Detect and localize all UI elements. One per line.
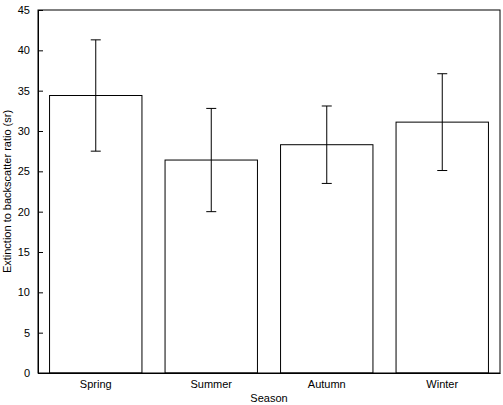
error-bar <box>206 108 216 211</box>
y-tick-mark <box>38 131 43 132</box>
y-tick: 25 <box>18 165 43 177</box>
y-tick-mark <box>38 171 43 172</box>
y-tick-mark <box>38 333 43 334</box>
error-stem <box>326 106 327 183</box>
y-tick-label: 30 <box>18 125 30 137</box>
y-tick-label: 35 <box>18 85 30 97</box>
error-cap <box>437 73 447 74</box>
y-tick: 30 <box>18 125 43 137</box>
error-stem <box>211 108 212 211</box>
x-tick: Autumn <box>308 373 346 390</box>
x-axis-line <box>39 373 501 374</box>
y-tick-mark <box>38 50 43 51</box>
y-tick-label: 45 <box>18 4 30 16</box>
y-tick: 10 <box>18 286 43 298</box>
y-tick-label: 20 <box>18 206 30 218</box>
y-tick: 15 <box>18 246 43 258</box>
error-cap <box>322 105 332 106</box>
x-axis-title: Season <box>250 392 287 404</box>
error-cap <box>206 211 216 212</box>
error-cap <box>91 151 101 152</box>
y-axis-line <box>38 11 39 374</box>
x-tick: Summer <box>190 373 232 390</box>
y-tick: 5 <box>24 327 43 339</box>
chart: 0 5 10 15 20 25 30 35 40 45 Spring Summer Autumn Wint… <box>0 0 503 405</box>
y-tick-mark <box>38 91 43 92</box>
error-stem <box>442 74 443 171</box>
y-tick: 35 <box>18 85 43 97</box>
y-tick: 45 <box>18 4 43 16</box>
y-axis-title: Extinction to backscatter ratio (sr) <box>1 110 13 273</box>
x-tick: Spring <box>80 373 112 390</box>
y-tick-label: 40 <box>18 44 30 56</box>
error-cap <box>437 170 447 171</box>
y-tick-label: 15 <box>18 246 30 258</box>
error-bar <box>437 74 447 171</box>
x-axis: Spring Summer Autumn Winter <box>39 373 501 390</box>
error-bar <box>91 40 101 151</box>
x-tick-label: Autumn <box>308 378 346 390</box>
y-tick-mark <box>38 10 43 11</box>
marks <box>50 40 489 373</box>
error-stem <box>95 40 96 151</box>
error-cap <box>322 183 332 184</box>
y-tick-mark <box>38 292 43 293</box>
y-tick-mark <box>38 212 43 213</box>
x-tick-label: Winter <box>426 378 458 390</box>
y-tick-label: 25 <box>18 165 30 177</box>
y-tick-label: 0 <box>24 367 30 379</box>
y-tick-label: 5 <box>24 327 30 339</box>
x-tick: Winter <box>426 373 458 390</box>
frame <box>38 10 500 373</box>
error-cap <box>91 39 101 40</box>
y-tick: 20 <box>18 206 43 218</box>
plot: 0 5 10 15 20 25 30 35 40 45 Spring Summer Autumn Wint… <box>18 4 501 390</box>
error-bar <box>322 106 332 183</box>
y-tick-label: 10 <box>18 286 30 298</box>
x-tick-label: Spring <box>80 378 112 390</box>
x-tick-label: Summer <box>190 378 232 390</box>
y-tick-mark <box>38 252 43 253</box>
y-axis: 0 5 10 15 20 25 30 35 40 45 <box>18 4 43 379</box>
error-cap <box>206 108 216 109</box>
y-tick: 40 <box>18 44 43 56</box>
